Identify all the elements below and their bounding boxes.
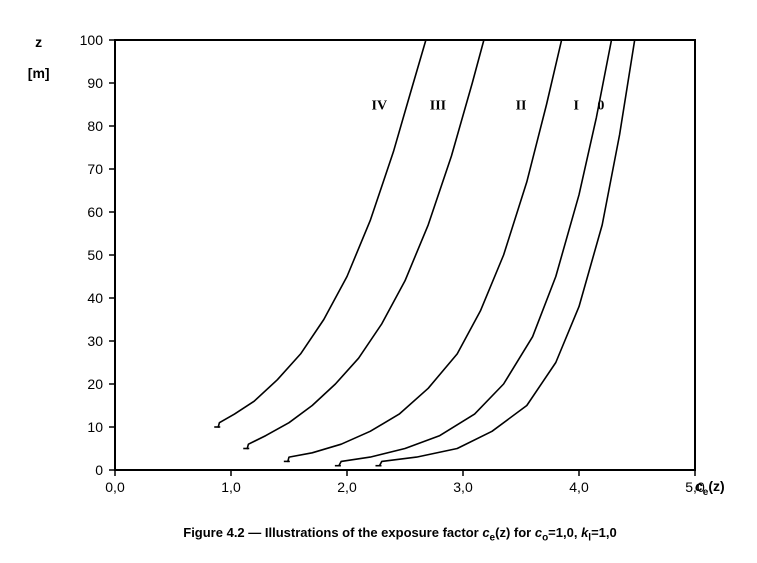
caption-mid2: =1,0, — [548, 525, 581, 540]
y-tick-label: 60 — [87, 204, 103, 220]
y-tick-label: 20 — [87, 376, 103, 392]
y-tick-label: 90 — [87, 75, 103, 91]
y-tick-label: 0 — [95, 462, 103, 478]
x-axis-label: ce(z) — [695, 478, 725, 498]
y-tick-label: 70 — [87, 161, 103, 177]
caption-tail: =1,0 — [591, 525, 617, 540]
exposure-factor-chart: 01020304050607080901000,01,02,03,04,05,0… — [20, 10, 720, 530]
page: { "chart": { "type": "line", "background… — [0, 0, 757, 563]
y-tick-label: 50 — [87, 247, 103, 263]
series-label-I: I — [573, 99, 578, 114]
series-label-II: II — [516, 99, 527, 114]
x-tick-label: 1,0 — [221, 479, 241, 495]
y-tick-label: 100 — [80, 32, 104, 48]
x-axis-label-z: (z) — [708, 478, 724, 494]
chart-svg: 01020304050607080901000,01,02,03,04,05,0… — [20, 10, 720, 530]
y-axis-label-line2: [m] — [28, 65, 50, 81]
series-label-III: III — [430, 99, 446, 114]
caption-mid1: (z) for — [495, 525, 535, 540]
caption-c0: c — [535, 525, 542, 540]
x-tick-label: 0,0 — [105, 479, 125, 495]
y-tick-label: 80 — [87, 118, 103, 134]
x-tick-label: 2,0 — [337, 479, 357, 495]
y-axis-label-line1: z — [35, 34, 42, 50]
figure-caption: Figure 4.2 — Illustrations of the exposu… — [130, 525, 670, 544]
x-tick-label: 4,0 — [569, 479, 589, 495]
series-label-IV: IV — [372, 99, 388, 114]
caption-ce: c — [482, 525, 489, 540]
series-label-0: 0 — [597, 99, 604, 114]
x-axis-label-c: c — [695, 478, 703, 494]
x-tick-label: 3,0 — [453, 479, 473, 495]
y-tick-label: 10 — [87, 419, 103, 435]
y-tick-label: 30 — [87, 333, 103, 349]
y-tick-label: 40 — [87, 290, 103, 306]
y-axis-label: z [m] — [20, 20, 50, 82]
caption-prefix: Figure 4.2 — Illustrations of the exposu… — [183, 525, 482, 540]
